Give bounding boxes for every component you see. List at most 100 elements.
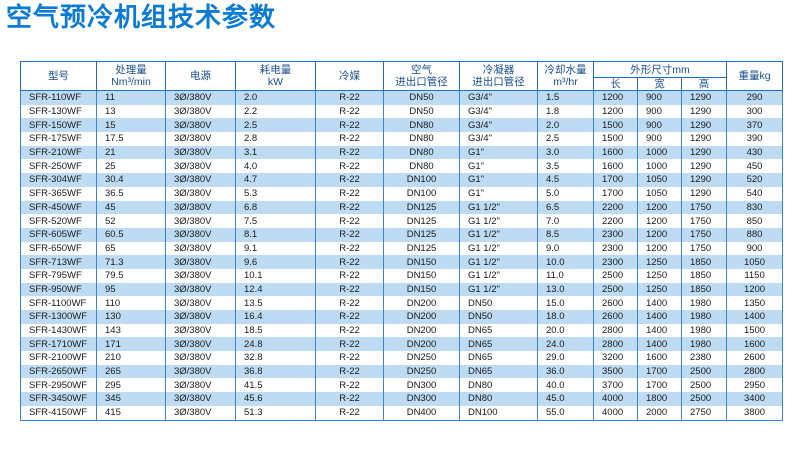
cell-capacity: 15 (96, 118, 166, 133)
cell-model: SFR-110WF (20, 90, 97, 105)
cell-condenser: G1" (459, 145, 538, 160)
cell-capacity: 65 (96, 241, 166, 256)
cell-condenser: DN65 (459, 351, 538, 365)
cell-power: 3Ø/380V (165, 241, 236, 256)
cell-refrigerant: R-22 (315, 132, 384, 146)
cell-weight: 390 (726, 132, 784, 146)
table-row: SFR-713WF 71.3 3Ø/380V 9.6 R-22 DN150 G1 1/2" 1… (20, 255, 784, 269)
cell-model: SFR-650WF (20, 241, 97, 256)
table-row: SFR-304WF 30.4 3Ø/380V 4.7 R-22 DN100 G1" 4.5 17… (20, 173, 784, 187)
header-capacity-unit: Nm³/min (111, 76, 151, 88)
cell-model: SFR-1100WF (20, 296, 97, 310)
table-row: SFR-450WF 45 3Ø/380V 6.8 R-22 DN125 G1 1/2" 6.5… (20, 200, 784, 215)
cell-power: 3Ø/380V (165, 351, 236, 365)
cell-air: DN200 (383, 323, 460, 338)
cell-length: 1600 (593, 145, 638, 160)
cell-consumption: 2.8 (235, 132, 316, 146)
cell-condenser: DN65 (459, 323, 538, 338)
cell-length: 3200 (593, 351, 638, 365)
cell-power: 3Ø/380V (165, 200, 236, 215)
cell-power: 3Ø/380V (165, 118, 236, 133)
cell-model: SFR-1300WF (20, 310, 97, 324)
spec-table: 型号 处理量 Nm³/min 电源 耗电量 kW 冷媒 空气 进出口管径 冷凝器… (20, 61, 784, 421)
cell-power: 3Ø/380V (165, 364, 236, 379)
cell-condenser: DN80 (459, 392, 538, 406)
table-row: SFR-650WF 65 3Ø/380V 9.1 R-22 DN125 G1 1/2" 9.0… (20, 241, 784, 256)
cell-height: 1750 (680, 200, 728, 215)
cell-air: DN400 (383, 405, 460, 421)
cell-water: 7.0 (537, 214, 594, 228)
cell-water: 36.0 (537, 364, 594, 379)
cell-power: 3Ø/380V (165, 405, 236, 421)
header-length: 长 (593, 77, 638, 91)
cell-consumption: 13.5 (235, 296, 316, 310)
cell-height: 1290 (680, 104, 728, 119)
cell-power: 3Ø/380V (165, 214, 236, 228)
cell-water: 4.5 (537, 173, 594, 187)
table-row: SFR-2950WF 295 3Ø/380V 41.5 R-22 DN300 DN80 40.… (20, 378, 784, 393)
cell-capacity: 171 (96, 337, 166, 352)
cell-weight: 1500 (726, 323, 784, 338)
table-row: SFR-605WF 60.5 3Ø/380V 8.1 R-22 DN125 G1 1/2" 8… (20, 227, 784, 242)
cell-water: 20.0 (537, 323, 594, 338)
cell-refrigerant: R-22 (315, 186, 384, 201)
cell-width: 1400 (637, 337, 682, 352)
cell-consumption: 8.1 (235, 227, 316, 242)
header-consumption-label: 耗电量 (259, 64, 292, 76)
cell-height: 1290 (680, 145, 728, 160)
cell-capacity: 36.5 (96, 186, 166, 201)
cell-capacity: 52 (96, 214, 166, 228)
cell-refrigerant: R-22 (315, 173, 384, 187)
cell-height: 2750 (680, 405, 728, 421)
cell-height: 1290 (680, 90, 728, 105)
cell-water: 3.0 (537, 145, 594, 160)
cell-width: 1800 (637, 392, 682, 406)
cell-model: SFR-175WF (20, 132, 97, 146)
header-power: 电源 (165, 61, 236, 91)
cell-weight: 850 (726, 214, 784, 228)
cell-water: 55.0 (537, 405, 594, 421)
cell-weight: 880 (726, 227, 784, 242)
cell-power: 3Ø/380V (165, 337, 236, 352)
header-air-label: 空气 (411, 64, 432, 76)
cell-refrigerant: R-22 (315, 268, 384, 283)
cell-width: 1250 (637, 268, 682, 283)
cell-width: 1000 (637, 145, 682, 160)
cell-length: 1500 (593, 118, 638, 133)
cell-consumption: 36.8 (235, 364, 316, 379)
cell-weight: 520 (726, 173, 784, 187)
table-row: SFR-2650WF 265 3Ø/380V 36.8 R-22 DN250 DN65 36.… (20, 364, 784, 379)
cell-capacity: 265 (96, 364, 166, 379)
table-row: SFR-150WF 15 3Ø/380V 2.5 R-22 DN80 G3/4" 2.0 150… (20, 118, 784, 133)
cell-condenser: G1 1/2" (459, 200, 538, 215)
cell-height: 1290 (680, 173, 728, 187)
cell-condenser: G3/4" (459, 132, 538, 146)
header-condenser: 冷凝器 进出口管径 (459, 61, 538, 91)
cell-condenser: G3/4" (459, 118, 538, 133)
spec-table-body: SFR-110WF 11 3Ø/380V 2.0 R-22 DN50 G3/4" 1.5 120… (20, 90, 784, 421)
cell-width: 1600 (637, 351, 682, 365)
cell-water: 3.5 (537, 159, 594, 174)
cell-air: DN300 (383, 392, 460, 406)
cell-consumption: 2.5 (235, 118, 316, 133)
cell-water: 2.0 (537, 118, 594, 133)
cell-consumption: 4.7 (235, 173, 316, 187)
header-dims: 外形尺寸mm (592, 61, 728, 78)
cell-refrigerant: R-22 (315, 392, 384, 406)
cell-length: 1700 (593, 173, 638, 187)
header-air-unit: 进出口管径 (395, 76, 448, 88)
cell-weight: 2800 (726, 364, 784, 379)
cell-height: 1290 (680, 159, 728, 174)
cell-length: 2500 (593, 268, 638, 283)
cell-width: 1700 (637, 378, 682, 393)
cell-consumption: 9.6 (235, 255, 316, 269)
cell-water: 6.5 (537, 200, 594, 215)
cell-width: 1250 (637, 255, 682, 269)
cell-refrigerant: R-22 (315, 296, 384, 310)
cell-consumption: 10.1 (235, 268, 316, 283)
cell-water: 10.0 (537, 255, 594, 269)
cell-height: 1850 (680, 268, 728, 283)
cell-model: SFR-520WF (20, 214, 97, 228)
cell-consumption: 9.1 (235, 241, 316, 256)
cell-air: DN200 (383, 310, 460, 324)
